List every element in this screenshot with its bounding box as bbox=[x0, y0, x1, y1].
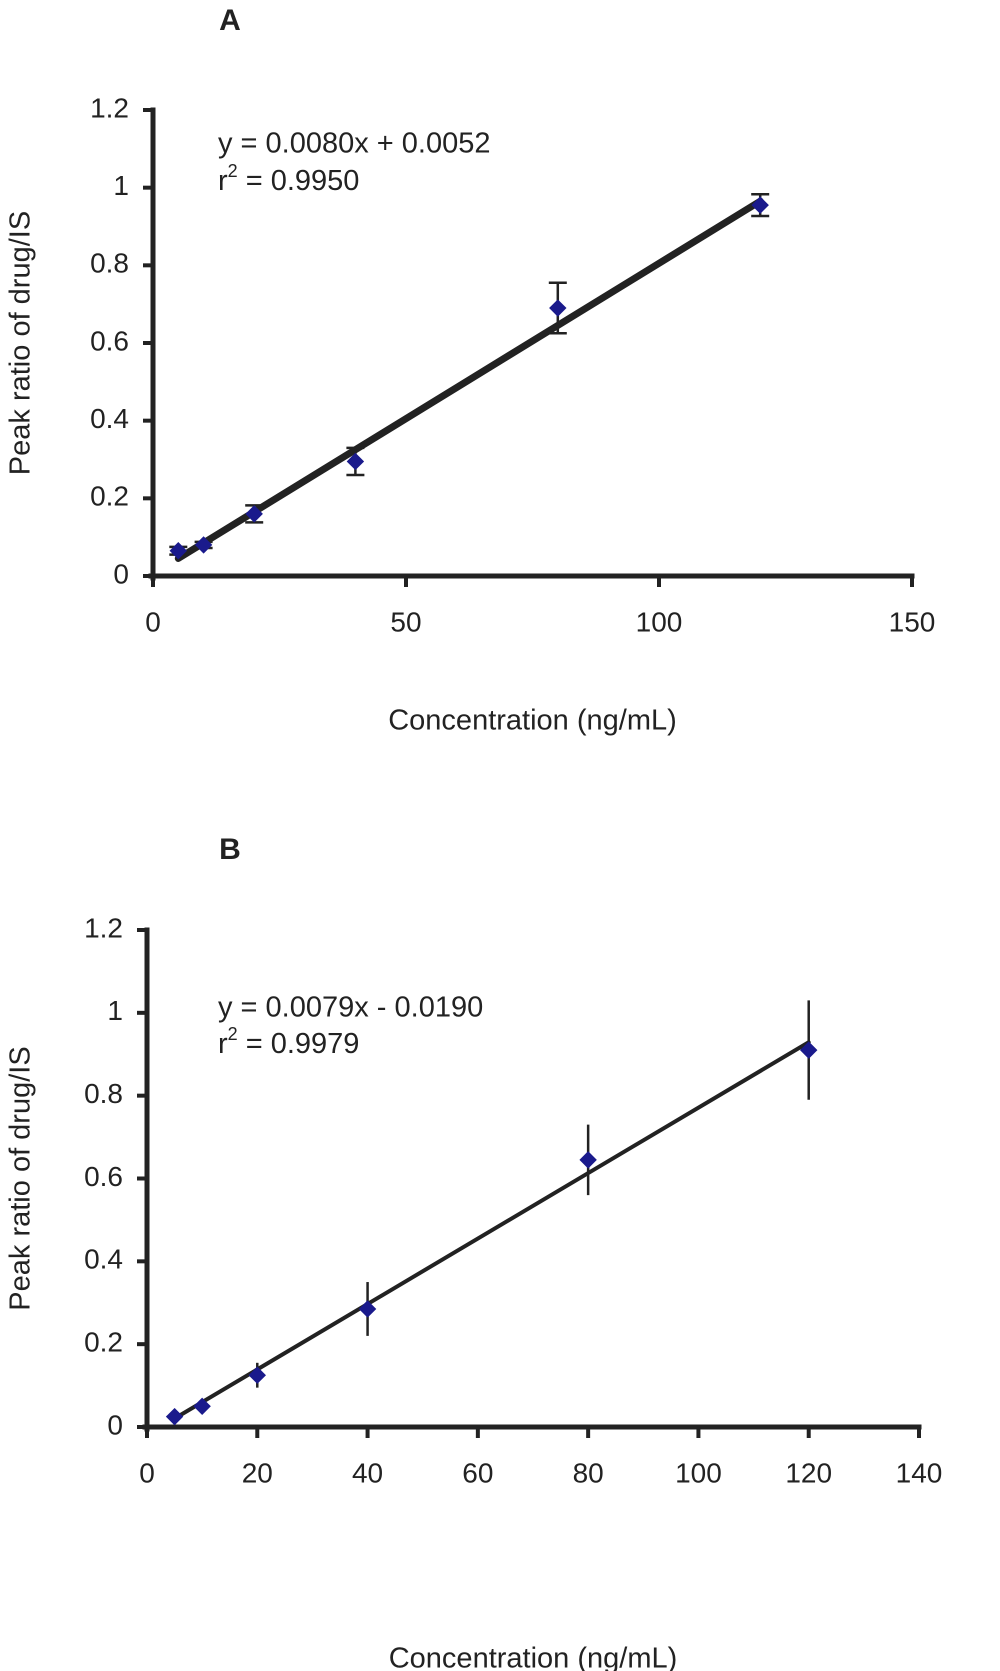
r-squared-superscript: 2 bbox=[228, 161, 238, 181]
x-tick-label: 60 bbox=[462, 1457, 493, 1488]
x-axis-title: Concentration (ng/mL) bbox=[388, 705, 677, 737]
x-tick-label: 0 bbox=[145, 606, 161, 637]
r-squared-prefix: r bbox=[218, 165, 228, 197]
data-point bbox=[248, 1366, 266, 1384]
panel-label: B bbox=[219, 833, 241, 866]
panel-label: A bbox=[219, 4, 241, 37]
r-squared: r2 = 0.9950 bbox=[218, 161, 359, 197]
x-tick-label: 100 bbox=[675, 1457, 722, 1488]
chart-panel-a: A 0 0.2 0.4 0.6 0.8 1 1.2 0 50 100 150 Concentration… bbox=[5, 4, 936, 737]
data-point bbox=[579, 1151, 597, 1169]
y-tick-label: 0.8 bbox=[90, 248, 129, 279]
y-tick-label: 0.4 bbox=[84, 1244, 123, 1275]
x-tick-label: 100 bbox=[636, 606, 683, 637]
r-squared-prefix: r bbox=[218, 1028, 228, 1060]
regression-line bbox=[172, 1040, 811, 1421]
y-tick-label: 0.6 bbox=[84, 1161, 123, 1192]
data-point bbox=[346, 452, 365, 471]
r-squared-superscript: 2 bbox=[228, 1024, 238, 1044]
x-tick-label: 20 bbox=[242, 1457, 273, 1488]
x-tick-label: 80 bbox=[573, 1457, 604, 1488]
y-axis-title: Peak ratio of drug/IS bbox=[5, 1046, 37, 1310]
data-point bbox=[165, 1407, 184, 1426]
x-tick-label: 40 bbox=[352, 1457, 383, 1488]
y-tick-label: 0.2 bbox=[84, 1327, 123, 1358]
x-tick-label: 50 bbox=[390, 606, 421, 637]
y-tick-label: 1.2 bbox=[84, 912, 123, 943]
data-point bbox=[245, 505, 263, 523]
y-tick-label: 1 bbox=[113, 170, 129, 201]
y-tick-label: 0 bbox=[113, 558, 129, 589]
x-tick-label: 140 bbox=[896, 1457, 943, 1488]
fit-equation: y = 0.0079x - 0.0190 bbox=[218, 992, 483, 1024]
x-tick-label: 0 bbox=[139, 1457, 155, 1488]
chart-panel-b: B 0 0.2 0.4 0.6 0.8 1 1.2 0 20 40 60 80 100 120 140 Conc… bbox=[5, 833, 943, 1671]
y-tick-label: 0.2 bbox=[90, 481, 129, 512]
x-axis-title: Concentration (ng/mL) bbox=[389, 1643, 678, 1671]
x-tick-label: 150 bbox=[889, 606, 936, 637]
data-point bbox=[194, 536, 213, 554]
data-point bbox=[193, 1397, 211, 1415]
r-squared: r2 = 0.9979 bbox=[218, 1024, 359, 1060]
r-squared-value: = 0.9979 bbox=[238, 1028, 360, 1060]
data-point bbox=[358, 1300, 377, 1318]
data-point bbox=[751, 196, 769, 214]
y-tick-label: 1.2 bbox=[90, 92, 129, 123]
y-tick-label: 0 bbox=[107, 1409, 123, 1440]
regression-line bbox=[174, 197, 764, 562]
data-point bbox=[800, 1041, 818, 1059]
y-tick-label: 0.8 bbox=[84, 1078, 123, 1109]
r-squared-value: = 0.9950 bbox=[238, 165, 360, 197]
x-tick-label: 120 bbox=[785, 1457, 832, 1488]
y-tick-label: 0.6 bbox=[90, 325, 129, 356]
y-axis-title: Peak ratio of drug/IS bbox=[5, 211, 37, 475]
y-tick-label: 1 bbox=[107, 995, 123, 1026]
data-point bbox=[169, 542, 188, 560]
y-tick-label: 0.4 bbox=[90, 403, 129, 434]
data-point bbox=[549, 299, 567, 317]
fit-equation: y = 0.0080x + 0.0052 bbox=[218, 128, 491, 160]
